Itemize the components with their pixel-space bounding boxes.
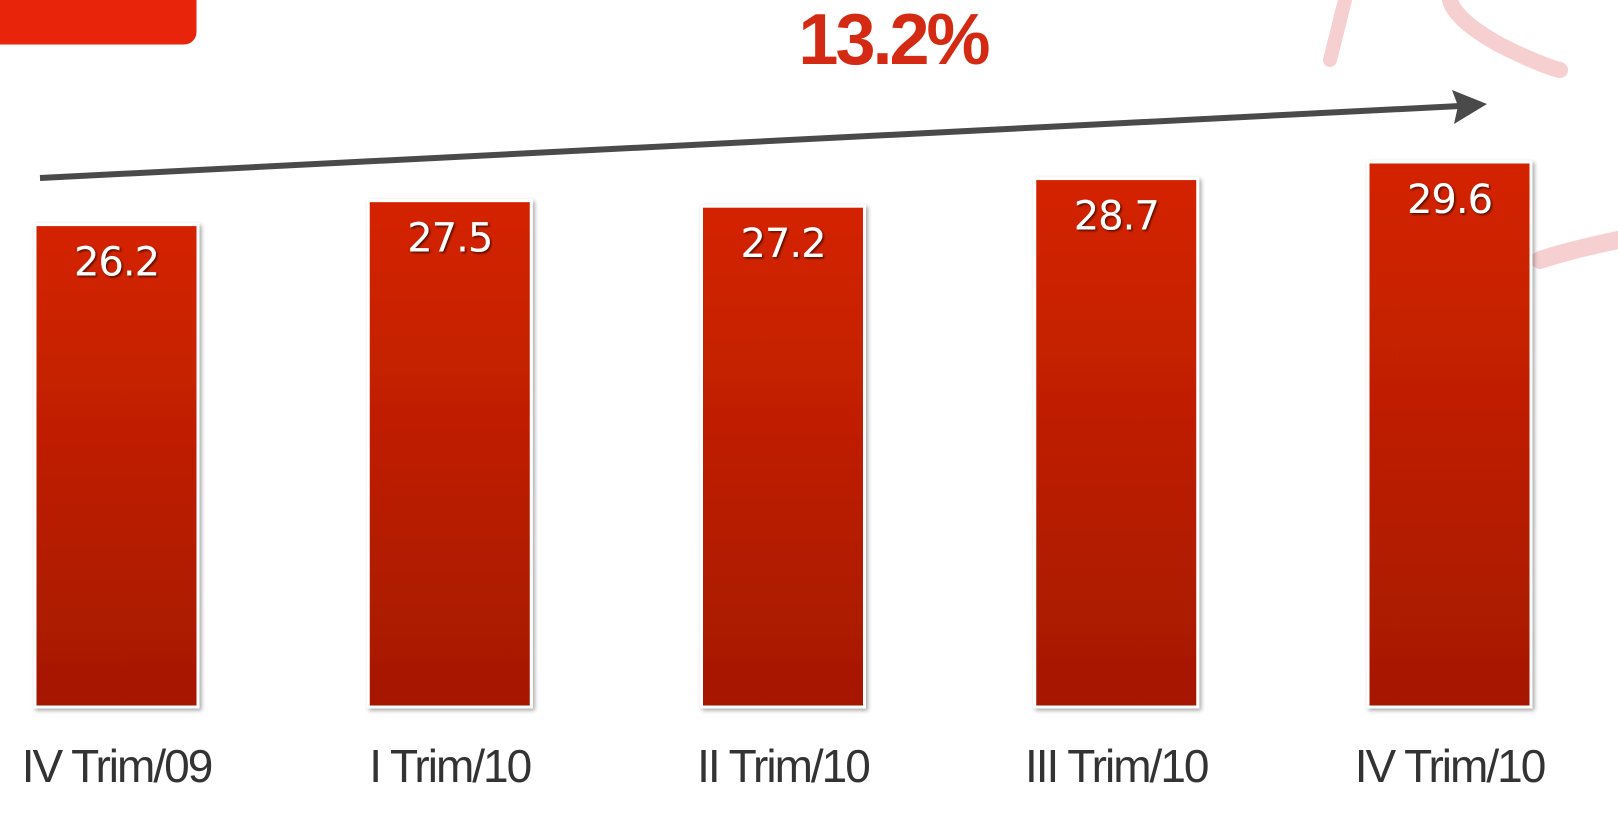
value-label: 26.2 — [74, 240, 159, 286]
x-tick-label: IV Trim/09 — [22, 740, 212, 792]
bar — [33, 223, 200, 709]
value-label: 29.6 — [1407, 177, 1492, 223]
growth-annotation: 13.2% — [798, 0, 989, 80]
bar — [1033, 177, 1200, 709]
arrow-head — [1452, 90, 1487, 124]
value-label: 27.2 — [740, 221, 825, 267]
decoration — [1323, 0, 1352, 67]
x-tick-label: II Trim/10 — [697, 740, 869, 792]
decoration — [1531, 231, 1618, 269]
value-label: 28.7 — [1074, 194, 1159, 240]
value-label: 27.5 — [407, 216, 492, 262]
trend-arrow — [39, 103, 1461, 181]
x-tick-label: I Trim/10 — [369, 740, 530, 792]
bar — [366, 199, 533, 709]
x-tick-label: III Trim/10 — [1025, 740, 1208, 792]
decoration — [1442, 0, 1568, 78]
x-tick-label: IV Trim/10 — [1355, 740, 1545, 792]
bar — [700, 204, 866, 709]
corner-badge — [0, 0, 200, 48]
bar — [1366, 160, 1533, 709]
